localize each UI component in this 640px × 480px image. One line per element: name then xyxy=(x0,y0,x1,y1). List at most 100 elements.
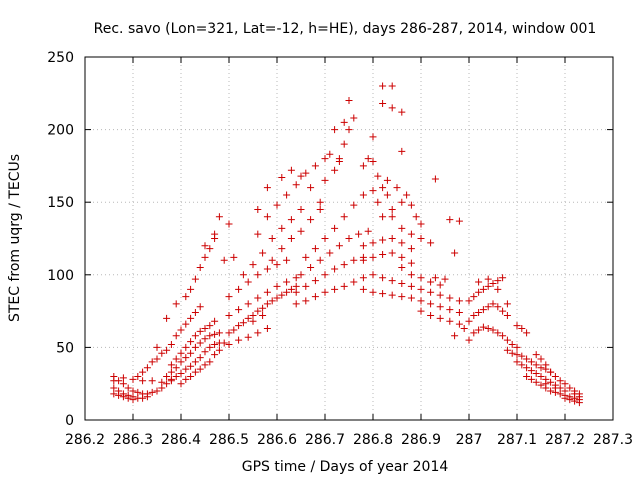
data-point xyxy=(571,390,579,398)
data-point xyxy=(201,325,209,333)
data-point xyxy=(263,325,271,333)
data-point xyxy=(263,265,271,273)
x-axis-label: GPS time / Days of year 2014 xyxy=(242,459,449,475)
y-tick-label: 0 xyxy=(65,413,74,429)
data-point xyxy=(110,390,118,398)
data-point xyxy=(182,375,190,383)
data-point xyxy=(206,358,214,366)
data-point xyxy=(163,346,171,354)
data-point xyxy=(331,166,339,174)
data-point xyxy=(451,249,459,257)
data-point xyxy=(220,339,228,347)
data-point xyxy=(359,285,367,293)
data-point xyxy=(359,256,367,264)
data-point xyxy=(369,239,377,247)
data-point xyxy=(302,169,310,177)
data-point xyxy=(475,288,483,296)
data-point xyxy=(134,372,142,380)
data-point xyxy=(316,205,324,213)
data-point xyxy=(518,352,526,360)
data-point xyxy=(532,370,540,378)
data-point xyxy=(518,325,526,333)
data-point xyxy=(172,332,180,340)
data-point xyxy=(331,265,339,273)
data-point xyxy=(110,377,118,385)
data-point xyxy=(321,235,329,242)
data-point xyxy=(316,198,324,206)
x-tick-label: 286.9 xyxy=(401,432,441,448)
data-point xyxy=(417,235,425,242)
data-point xyxy=(187,372,195,380)
data-point xyxy=(475,309,483,317)
data-point xyxy=(417,274,425,282)
data-point xyxy=(340,261,348,269)
data-point xyxy=(537,355,545,363)
data-point xyxy=(148,377,156,385)
data-point xyxy=(182,343,190,351)
data-point xyxy=(489,280,497,288)
data-point xyxy=(244,300,252,308)
data-point xyxy=(283,278,291,286)
x-tick-label: 286.2 xyxy=(65,432,105,448)
data-point xyxy=(259,304,267,312)
x-axis-tick-labels: 286.2 286.3 286.4 286.5 286.6 286.7 286.8 286.9… xyxy=(65,432,633,448)
data-point xyxy=(407,259,415,267)
data-point xyxy=(503,311,511,319)
data-point xyxy=(307,184,315,192)
data-point xyxy=(398,198,406,206)
data-point xyxy=(244,314,252,322)
data-point xyxy=(436,314,444,322)
data-point xyxy=(124,394,132,402)
data-point xyxy=(177,358,185,366)
data-point xyxy=(182,365,190,373)
data-point xyxy=(513,358,521,366)
data-point xyxy=(369,187,377,195)
data-point xyxy=(388,82,396,90)
data-point xyxy=(446,306,454,314)
data-point xyxy=(129,396,137,404)
data-point xyxy=(470,311,478,319)
data-point xyxy=(249,317,257,325)
data-point xyxy=(119,374,127,382)
data-point xyxy=(494,329,502,337)
data-point xyxy=(537,372,545,380)
data-point xyxy=(479,285,487,293)
data-point xyxy=(239,319,247,327)
data-point xyxy=(316,256,324,264)
data-point xyxy=(239,271,247,279)
y-tick-label: 150 xyxy=(47,195,74,211)
data-point xyxy=(225,220,233,228)
data-point xyxy=(417,307,425,315)
data-point xyxy=(278,291,286,299)
data-point xyxy=(379,184,387,192)
data-point xyxy=(374,172,382,180)
data-point xyxy=(484,282,492,290)
data-point xyxy=(244,278,252,286)
data-point xyxy=(503,336,511,344)
data-point xyxy=(163,380,171,388)
data-point xyxy=(455,320,463,328)
data-point xyxy=(499,307,507,315)
data-point xyxy=(388,235,396,242)
data-point xyxy=(499,332,507,340)
data-point xyxy=(211,330,219,338)
data-point xyxy=(369,253,377,261)
data-point xyxy=(465,336,473,344)
data-point xyxy=(388,213,396,221)
data-point xyxy=(460,325,468,333)
data-point xyxy=(206,343,214,351)
data-point xyxy=(547,378,555,386)
data-point xyxy=(427,288,435,296)
data-point xyxy=(177,326,185,334)
x-tick-label: 286.8 xyxy=(353,432,393,448)
data-point xyxy=(167,368,175,376)
data-point xyxy=(235,306,243,314)
data-point xyxy=(379,274,387,282)
data-point xyxy=(532,351,540,359)
data-point xyxy=(273,294,281,302)
data-point xyxy=(388,205,396,213)
data-point xyxy=(211,317,219,325)
data-point xyxy=(119,393,127,401)
data-point xyxy=(273,201,281,209)
data-point xyxy=(225,311,233,319)
